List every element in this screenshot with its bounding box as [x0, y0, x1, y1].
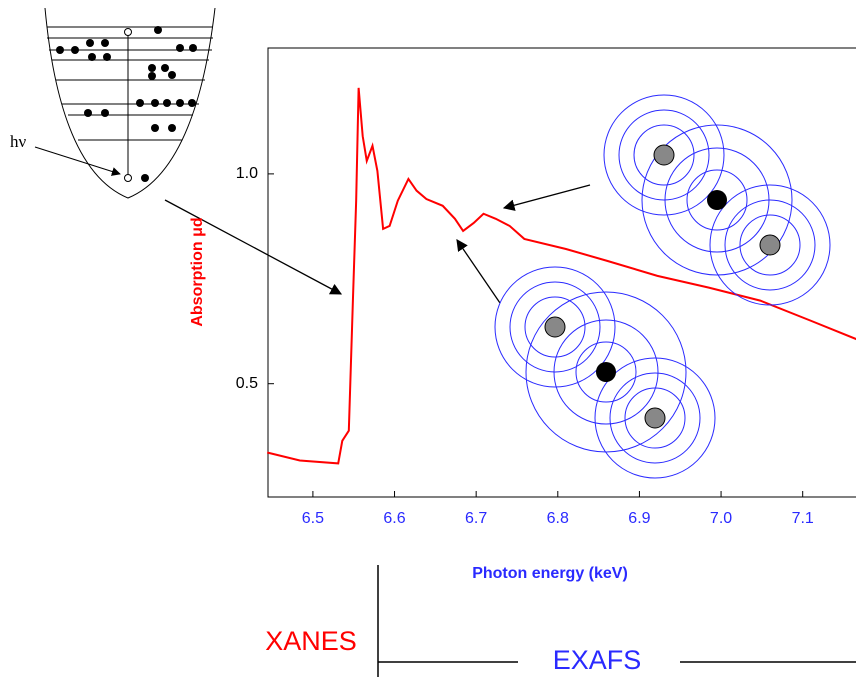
arrow: [504, 185, 590, 208]
y-tick-label: 0.5: [236, 375, 258, 392]
x-tick-label: 6.9: [628, 510, 650, 527]
atom-cluster: [604, 95, 830, 305]
y-axis-label: Absorption μd: [189, 217, 206, 326]
chart: hν 6.5 6.6 6.7 6.8 6.9 7.0 7.1 0.5 1.0 Photon en…: [0, 0, 856, 679]
x-tick-label: 6.5: [302, 510, 324, 527]
arrow: [457, 240, 500, 303]
x-tick-label: 6.6: [383, 510, 405, 527]
x-tick-label: 7.0: [710, 510, 732, 527]
arrow: [35, 147, 120, 174]
x-axis-label: Photon energy (keV): [472, 565, 628, 582]
plot-frame: [268, 48, 856, 497]
annotation: hν: [10, 132, 27, 151]
x-tick-label: 6.8: [547, 510, 569, 527]
annotation: EXAFS: [553, 645, 642, 675]
y-tick-label: 1.0: [236, 165, 258, 182]
x-tick-label: 7.1: [792, 510, 814, 527]
atom-cluster: [495, 267, 715, 478]
x-tick-label: 6.7: [465, 510, 487, 527]
annotation: XANES: [265, 626, 357, 656]
